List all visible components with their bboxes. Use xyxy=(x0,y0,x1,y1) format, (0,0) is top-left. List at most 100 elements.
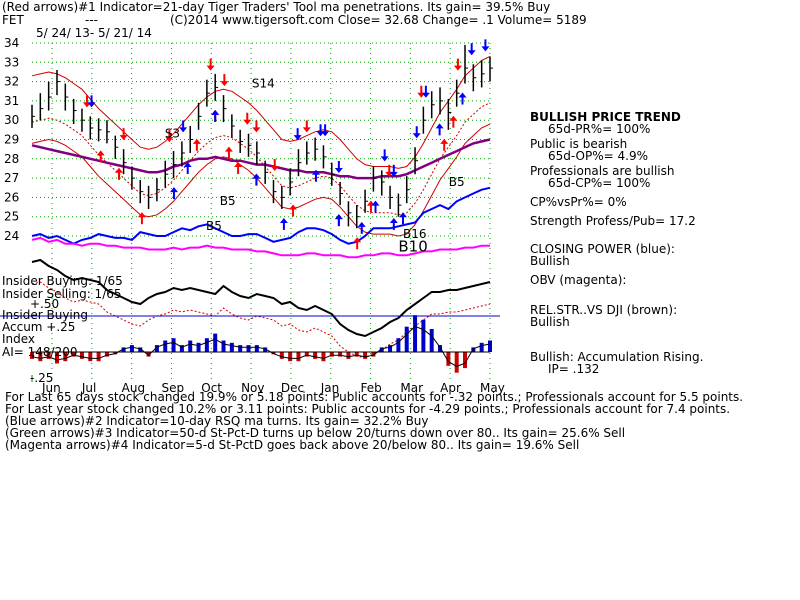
blue-up-arrow xyxy=(389,217,398,230)
red-up-arrow xyxy=(224,146,233,159)
red-down-arrow xyxy=(417,85,426,98)
signal-label: B5 xyxy=(206,219,222,233)
accum-bar xyxy=(346,352,351,359)
y-tick-label: 31 xyxy=(4,94,19,108)
insider-line xyxy=(31,258,491,338)
accum-bar xyxy=(304,352,309,357)
footer-line-3: (Blue arrows)#2 Indicator=10-day RSQ ma … xyxy=(5,414,429,428)
accum-bar xyxy=(421,319,426,352)
accum-bar xyxy=(63,352,68,362)
insider-plus50: +.50 xyxy=(30,297,60,311)
accum-bar xyxy=(71,352,76,357)
pr-label: 65d-PR%= 100% xyxy=(548,122,651,136)
blue-up-arrow xyxy=(211,109,220,122)
red-up-arrow xyxy=(353,237,362,250)
accum-bar xyxy=(338,352,343,357)
y-tick-label: 26 xyxy=(4,190,19,204)
accum-bar xyxy=(446,352,451,366)
blue-down-arrow xyxy=(389,164,398,177)
header-dash: --- xyxy=(85,13,98,27)
accum-label: Accum +.25 xyxy=(2,320,76,334)
accum-bar xyxy=(254,345,259,352)
accum-bar xyxy=(54,352,59,364)
blue-down-arrow xyxy=(380,149,389,162)
blue-up-arrow xyxy=(334,214,343,227)
accum-bar xyxy=(196,342,201,352)
ticker-symbol: FET xyxy=(2,13,24,27)
red-down-arrow xyxy=(243,112,252,125)
accum-bar xyxy=(288,352,293,362)
accum-bar xyxy=(129,345,134,352)
red-up-arrow xyxy=(449,115,458,128)
red-up-arrow xyxy=(192,138,201,151)
accum-bar xyxy=(221,340,226,352)
blue-up-arrow xyxy=(458,92,467,105)
y-tick-label: 34 xyxy=(4,36,19,50)
accum-bar xyxy=(463,352,468,369)
red-down-arrow xyxy=(119,128,128,141)
accum-bar xyxy=(263,347,268,352)
red-up-arrow xyxy=(96,150,105,163)
x-tick-label: Dec xyxy=(281,381,304,395)
closing-power-label: CLOSING POWER (blue): xyxy=(530,242,675,256)
accum-bar xyxy=(488,340,492,352)
accum-bar xyxy=(171,338,176,352)
accum-bar xyxy=(46,352,51,359)
accum-status: Bullish: Accumulation Rising. xyxy=(530,350,704,364)
closing-power-line xyxy=(31,186,491,245)
red-up-arrow xyxy=(234,162,243,175)
y-tick-label: 33 xyxy=(4,55,19,69)
accum-bar xyxy=(229,342,234,352)
accum-bar xyxy=(238,345,243,352)
red-down-arrow xyxy=(270,159,279,172)
signal-label: B5 xyxy=(449,175,465,189)
accum-bar xyxy=(213,333,218,352)
public-label: Public is bearish xyxy=(530,137,628,151)
accum-bar xyxy=(96,352,101,362)
accum-bar xyxy=(138,347,143,352)
blue-down-arrow xyxy=(467,43,476,56)
accum-bar xyxy=(413,315,418,352)
red-down-arrow xyxy=(165,130,174,143)
blue-up-arrow xyxy=(398,212,407,225)
blue-down-arrow xyxy=(481,39,490,52)
blue-up-arrow xyxy=(357,221,366,234)
footer-line-4: (Green arrows)#3 Indicator=50-d St-Pct-D… xyxy=(5,426,626,440)
header-indicator-1: (Red arrows)#1 Indicator=21-day Tiger Tr… xyxy=(2,0,551,14)
footer-line-2: For Last year stock changed 10.2% or 3.1… xyxy=(5,402,731,416)
blue-up-arrow xyxy=(183,162,192,175)
accum-bar xyxy=(371,352,376,357)
accum-bar xyxy=(438,345,443,352)
blue-up-arrow xyxy=(311,169,320,182)
accum-bar xyxy=(279,352,284,359)
ai-label: AI= 148/200 xyxy=(2,345,78,359)
red-down-arrow xyxy=(220,74,229,87)
accum-minus25: -.25 xyxy=(30,371,54,385)
accum-ma-line xyxy=(31,325,491,367)
accum-bar xyxy=(30,352,34,359)
blue-down-arrow xyxy=(321,124,330,137)
blue-up-arrow xyxy=(252,173,261,186)
x-tick-label: Mar xyxy=(400,381,423,395)
accum-bar xyxy=(404,326,409,352)
accum-bar xyxy=(296,352,301,362)
strength-label: Strength Profess/Pub= 17.2 xyxy=(530,214,696,228)
accum-bar xyxy=(396,338,401,352)
red-up-arrow xyxy=(440,138,449,151)
x-tick-label: Sep xyxy=(161,381,184,395)
trend-label: BULLISH PRICE TREND xyxy=(530,110,681,124)
red-up-arrow xyxy=(115,167,124,180)
relstr-value: Bullish xyxy=(530,315,570,329)
insider-buying-label: Insider Buying xyxy=(2,308,88,322)
x-tick-label: May xyxy=(480,381,505,395)
accum-bar xyxy=(479,342,484,352)
pros-label: Professionals are bullish xyxy=(530,164,675,178)
signal-label: S3 xyxy=(165,127,180,141)
accum-bar xyxy=(429,329,434,352)
insider-buying: Insider Buying: 1/65 xyxy=(2,274,123,288)
signal-label: B5 xyxy=(220,194,236,208)
date-range: 5/ 24/ 13- 5/ 21/ 14 xyxy=(36,26,152,40)
blue-down-arrow xyxy=(412,126,421,139)
